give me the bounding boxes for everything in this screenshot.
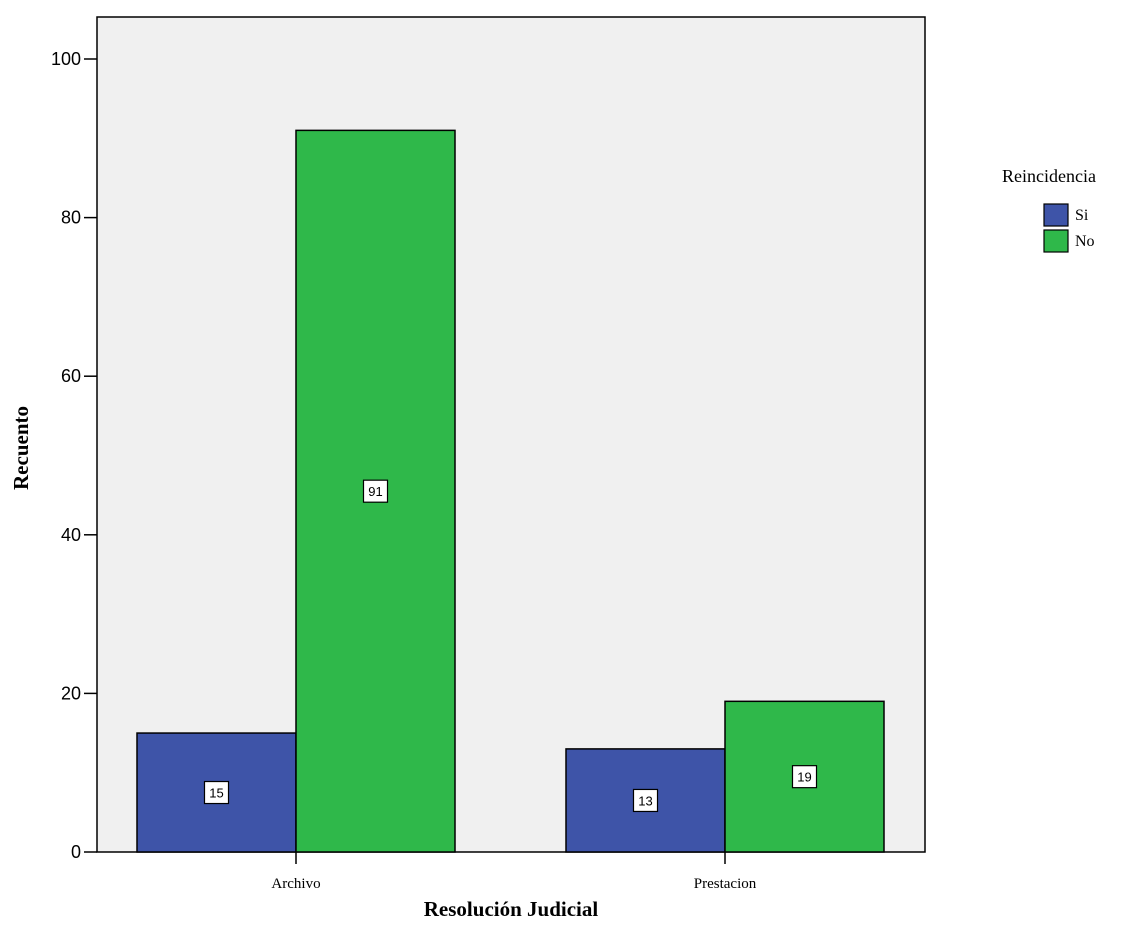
legend-label-no: No [1075,233,1095,250]
data-labels-layer: 15 91 13 19 [203,479,818,813]
data-label: 19 [797,770,811,785]
legend-swatch-no [1043,229,1069,253]
data-label: 15 [209,786,223,801]
legend-entries: Si No [1043,203,1095,253]
data-label: 13 [638,793,652,808]
y-tick-label: 80 [61,208,81,228]
y-tick-label: 100 [51,49,81,69]
data-label-box [791,765,818,789]
data-label-box [362,479,389,503]
x-tick-label: Archivo [271,876,320,892]
y-tick-label: 0 [71,842,81,862]
x-axis-title: Resolución Judicial [424,897,599,921]
y-tick-label: 40 [61,525,81,545]
y-axis: 0 20 40 60 80 100 [51,49,97,862]
y-axis-title: Recuento [9,406,33,490]
data-label: 91 [368,484,382,499]
legend: Reincidencia Si No [1002,166,1096,253]
legend-swatch-si [1043,203,1069,227]
y-tick-label: 20 [61,683,81,703]
data-label-box [632,788,659,813]
data-label-box [203,780,230,805]
y-tick-label: 60 [61,366,81,386]
legend-label-si: Si [1075,207,1089,224]
x-tick-label: Prestacion [694,876,757,892]
x-axis: Archivo Prestacion [271,852,757,892]
legend-title: Reincidencia [1002,166,1096,186]
